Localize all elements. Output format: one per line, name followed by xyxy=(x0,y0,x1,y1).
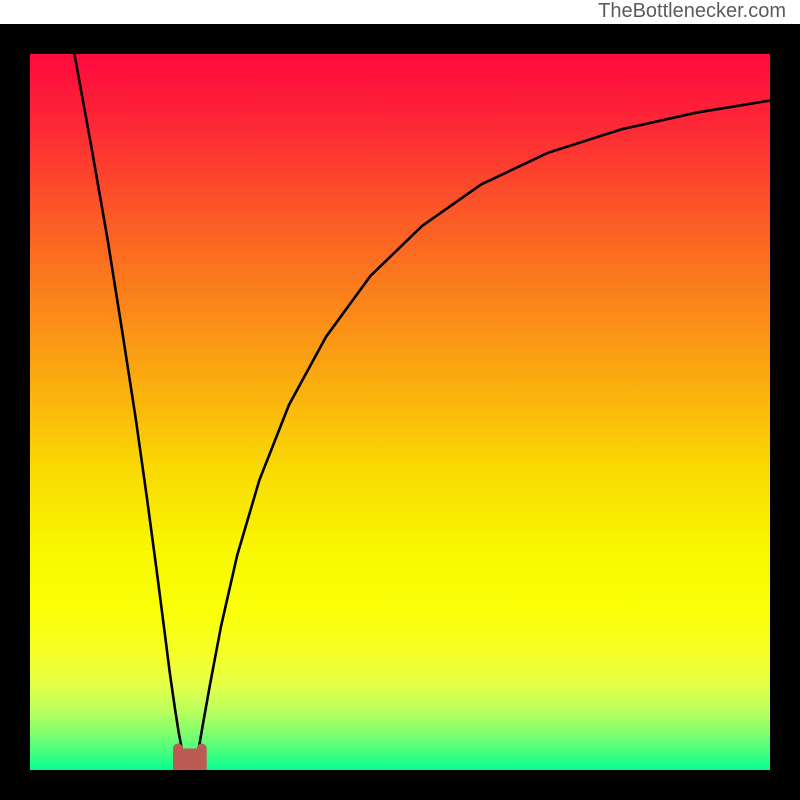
dip-marker xyxy=(178,749,202,770)
chart-svg xyxy=(30,54,770,770)
plot-area xyxy=(30,54,770,770)
chart-outer-frame xyxy=(0,24,800,800)
right-curve xyxy=(199,101,770,749)
left-curve xyxy=(74,54,181,749)
watermark-text: TheBottlenecker.com xyxy=(598,0,786,23)
